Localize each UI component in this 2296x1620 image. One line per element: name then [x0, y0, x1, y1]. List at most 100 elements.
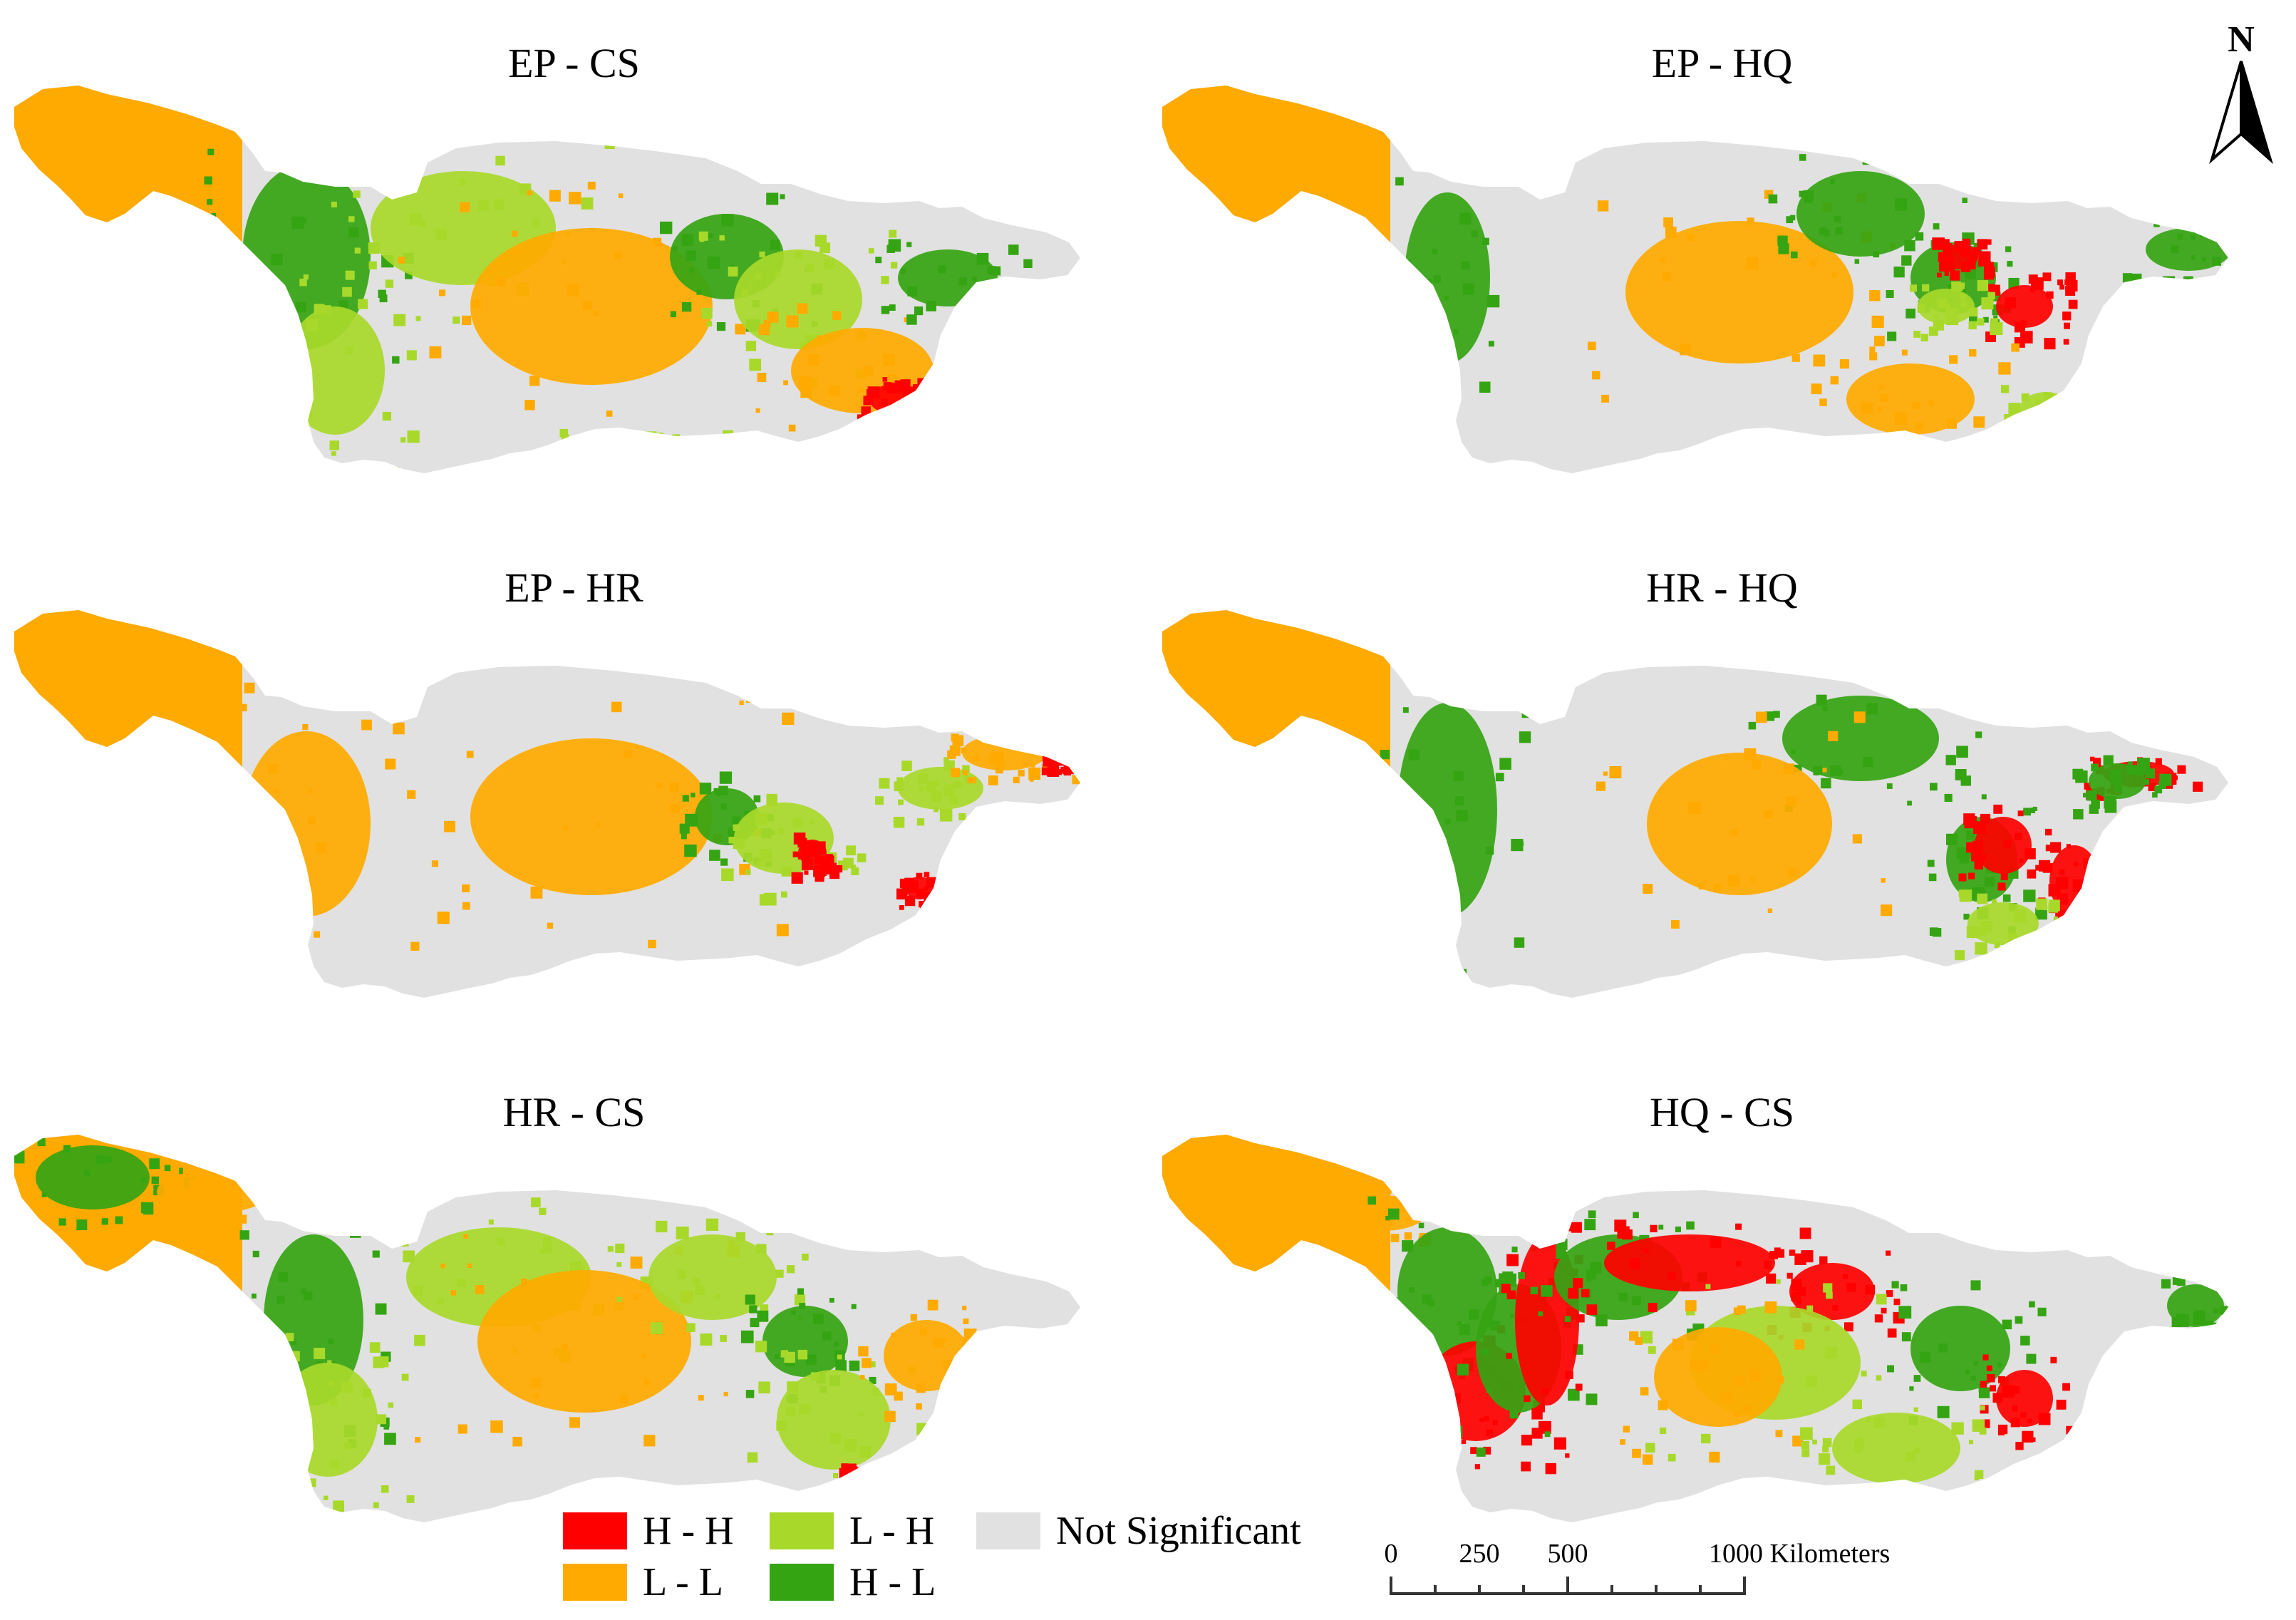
cluster-pixel [2001, 385, 2010, 393]
cluster-pixel [331, 451, 336, 456]
cluster-pixel [799, 1303, 806, 1309]
cluster-pixel [1427, 1299, 1434, 1306]
cluster-pixel [256, 839, 269, 852]
cluster-pixel [2005, 421, 2016, 433]
cluster-pixel [324, 1495, 329, 1500]
cluster-pixel [2084, 783, 2091, 790]
cluster-pixel [106, 1156, 113, 1163]
cluster-pixel [786, 867, 793, 875]
cluster-pixel [1933, 439, 1938, 445]
cluster-pixel [863, 1465, 872, 1474]
cluster-pixel [858, 1472, 871, 1485]
cluster-pixel [1453, 771, 1464, 781]
cluster-pixel [1398, 1371, 1410, 1383]
cluster-pixel [1977, 280, 1989, 292]
cluster-pixel [1914, 1491, 1927, 1504]
cluster-pixel [1956, 745, 1968, 758]
cluster-pixel [699, 783, 712, 795]
cluster-patch [762, 1306, 848, 1377]
cluster-pixel [366, 136, 375, 145]
cluster-pixel [1066, 755, 1073, 762]
cluster-pixel [2003, 840, 2012, 848]
cluster-pixel [2035, 399, 2042, 406]
cluster-pixel [581, 197, 594, 210]
cluster-pixel [832, 311, 842, 320]
cluster-pixel [1163, 1202, 1172, 1211]
cluster-pixel [676, 1227, 689, 1239]
cluster-pixel [745, 1390, 755, 1398]
cluster-pixel [721, 214, 734, 227]
cluster-pixel [889, 229, 897, 238]
cluster-pixel [1486, 1429, 1494, 1437]
cluster-pixel [1586, 1276, 1592, 1281]
cluster-pixel [893, 817, 905, 828]
cluster-pixel [652, 237, 662, 247]
cluster-pixel [819, 242, 831, 254]
cluster-pixel [26, 186, 34, 194]
cluster-pixel [164, 1165, 171, 1171]
legend-label-hh: H - H [643, 1509, 734, 1553]
cluster-pixel [348, 227, 359, 238]
cluster-pixel [219, 329, 231, 341]
cluster-pixel [14, 1155, 18, 1161]
cluster-patch [1996, 285, 2053, 328]
cluster-pixel [1748, 721, 1757, 730]
cluster-pixel [393, 314, 406, 326]
cluster-pixel [1013, 776, 1020, 783]
cluster-pixel [987, 291, 992, 296]
cluster-pixel [229, 1167, 236, 1175]
cluster-pixel [757, 861, 763, 867]
cluster-pixel [749, 358, 762, 371]
cluster-pixel [641, 1353, 647, 1359]
cluster-pixel [395, 1209, 408, 1222]
cluster-pixel [1983, 269, 1995, 280]
cluster-pixel [202, 691, 208, 698]
cluster-pixel [2145, 768, 2156, 779]
cluster-pixel [681, 833, 687, 840]
cluster-pixel [400, 437, 406, 443]
cluster-pixel [239, 1230, 249, 1240]
cluster-pixel [1769, 1251, 1778, 1259]
cluster-pixel [1975, 1470, 1984, 1479]
cluster-pixel [829, 385, 841, 397]
cluster-pixel [822, 870, 827, 876]
cluster-pixel [75, 123, 83, 133]
cluster-pixel [587, 181, 596, 190]
cluster-pixel [844, 1439, 857, 1452]
cluster-pixel [2245, 250, 2258, 263]
cluster-pixel [671, 434, 681, 443]
cluster-pixel [938, 896, 947, 904]
cluster-pixel [857, 853, 867, 862]
cluster-pixel [1920, 334, 1928, 341]
legend-label-hl: H - L [849, 1560, 936, 1604]
cluster-pixel [1791, 1291, 1801, 1301]
cluster-pixel [1799, 1227, 1811, 1239]
cluster-pixel [1775, 1430, 1783, 1438]
scale-bar: 0 250 500 1000 Kilometers [1385, 1539, 1890, 1595]
cluster-pixel [1821, 778, 1831, 789]
cluster-pixel [2057, 927, 2064, 933]
cluster-pixel [1623, 1425, 1630, 1433]
cluster-pixel [1274, 151, 1286, 162]
cluster-pixel [794, 251, 802, 259]
cluster-pixel [1831, 272, 1838, 278]
cluster-pixel [211, 213, 217, 218]
cluster-pixel [1866, 703, 1878, 715]
cluster-pixel [42, 683, 48, 688]
cluster-pixel [1444, 818, 1451, 825]
cluster-pixel [961, 747, 967, 753]
cluster-pixel [1365, 145, 1377, 158]
cluster-pixel [1913, 1447, 1920, 1454]
cluster-pixel [2183, 276, 2193, 287]
cluster-pixel [1302, 646, 1308, 652]
cluster-pixel [614, 252, 621, 259]
cluster-pixel [791, 872, 803, 884]
cluster-pixel [124, 1207, 130, 1212]
cluster-pixel [1433, 275, 1441, 283]
cluster-pixel [393, 722, 405, 735]
cluster-pixel [1834, 215, 1841, 222]
cluster-pixel [851, 1304, 857, 1309]
cluster-pixel [373, 1502, 379, 1508]
cluster-pixel [2220, 1306, 2228, 1315]
cluster-pixel [2080, 405, 2086, 411]
